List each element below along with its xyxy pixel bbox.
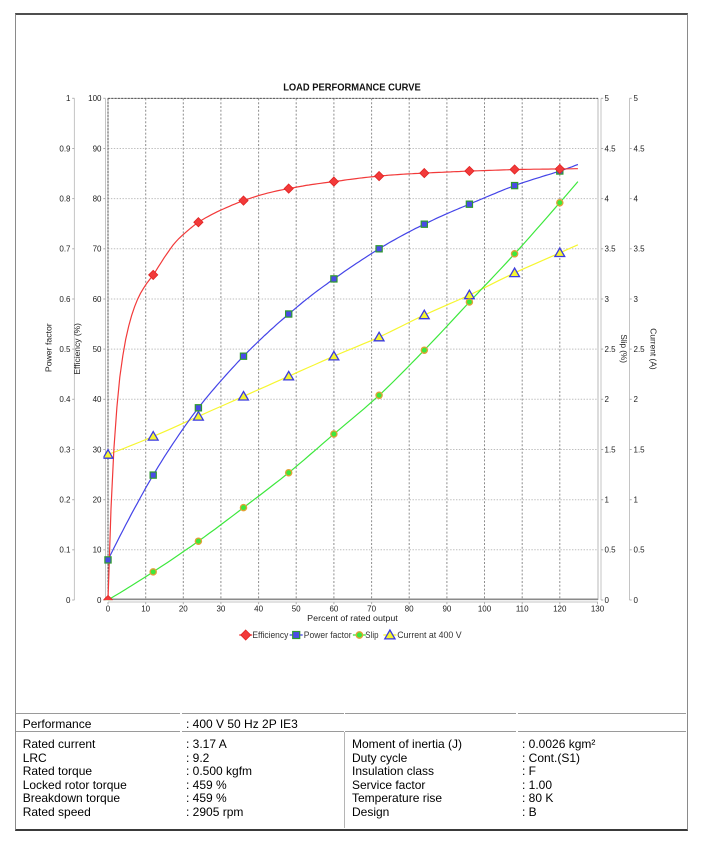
svg-text:10: 10 [93, 546, 102, 555]
svg-text:20: 20 [93, 496, 102, 505]
svg-text:3.5: 3.5 [605, 245, 617, 254]
svg-text:70: 70 [93, 245, 102, 254]
svg-text:80: 80 [93, 195, 102, 204]
svg-text:0.5: 0.5 [605, 546, 617, 555]
svg-text:40: 40 [254, 604, 263, 613]
svg-text:80: 80 [405, 604, 414, 613]
svg-text:Current (A): Current (A) [648, 328, 657, 370]
svg-text:100: 100 [478, 604, 492, 613]
svg-text:30: 30 [93, 445, 102, 454]
svg-text:4.5: 4.5 [605, 144, 617, 153]
svg-text:0.9: 0.9 [59, 144, 71, 153]
svg-text:0.7: 0.7 [59, 245, 71, 254]
svg-text:2.5: 2.5 [634, 345, 646, 354]
svg-text:1: 1 [66, 94, 71, 103]
svg-text:0: 0 [106, 604, 111, 613]
svg-text:0.6: 0.6 [59, 295, 71, 304]
svg-text:Current at 400 V: Current at 400 V [397, 630, 461, 640]
svg-text:0: 0 [605, 596, 610, 605]
svg-text:2.5: 2.5 [605, 345, 617, 354]
svg-text:0.5: 0.5 [634, 546, 646, 555]
svg-text:90: 90 [93, 144, 102, 153]
svg-text:Efficiency: Efficiency [252, 630, 288, 640]
svg-text:0.4: 0.4 [59, 395, 71, 404]
svg-text:0: 0 [97, 596, 102, 605]
svg-text:40: 40 [93, 395, 102, 404]
svg-text:0.5: 0.5 [59, 345, 71, 354]
svg-text:0: 0 [66, 596, 71, 605]
svg-text:3.5: 3.5 [634, 245, 646, 254]
svg-text:3: 3 [634, 295, 639, 304]
svg-text:4: 4 [634, 195, 639, 204]
svg-text:50: 50 [93, 345, 102, 354]
svg-text:30: 30 [216, 604, 225, 613]
svg-text:Slip: Slip [365, 630, 378, 640]
svg-text:130: 130 [591, 604, 605, 613]
svg-text:0.8: 0.8 [59, 195, 71, 204]
svg-text:1: 1 [605, 496, 610, 505]
svg-text:100: 100 [88, 94, 102, 103]
svg-text:Slip (%): Slip (%) [619, 334, 628, 363]
svg-text:Power factor: Power factor [45, 323, 54, 372]
svg-text:4.5: 4.5 [634, 144, 646, 153]
svg-text:5: 5 [605, 94, 610, 103]
svg-text:70: 70 [367, 604, 376, 613]
svg-text:Percent of rated output: Percent of rated output [307, 614, 398, 623]
svg-text:120: 120 [553, 604, 567, 613]
svg-text:0: 0 [634, 596, 639, 605]
svg-text:4: 4 [605, 195, 610, 204]
svg-text:3: 3 [605, 295, 610, 304]
svg-text:2: 2 [605, 395, 610, 404]
svg-text:10: 10 [141, 604, 150, 613]
svg-text:2: 2 [634, 395, 639, 404]
svg-text:0.1: 0.1 [59, 546, 71, 555]
svg-text:60: 60 [93, 295, 102, 304]
svg-text:110: 110 [516, 604, 529, 613]
svg-text:50: 50 [292, 604, 301, 613]
svg-text:1.5: 1.5 [634, 445, 646, 454]
svg-text:1: 1 [634, 496, 639, 505]
svg-text:90: 90 [442, 604, 451, 613]
svg-text:0.3: 0.3 [59, 445, 71, 454]
svg-text:LOAD PERFORMANCE CURVE: LOAD PERFORMANCE CURVE [283, 82, 421, 94]
svg-text:0.2: 0.2 [59, 496, 71, 505]
svg-text:1.5: 1.5 [605, 445, 617, 454]
svg-text:60: 60 [329, 604, 338, 613]
svg-text:20: 20 [179, 604, 188, 613]
svg-text:Power factor: Power factor [304, 630, 352, 640]
svg-text:Efficiency (%): Efficiency (%) [73, 323, 82, 375]
svg-text:5: 5 [634, 94, 639, 103]
